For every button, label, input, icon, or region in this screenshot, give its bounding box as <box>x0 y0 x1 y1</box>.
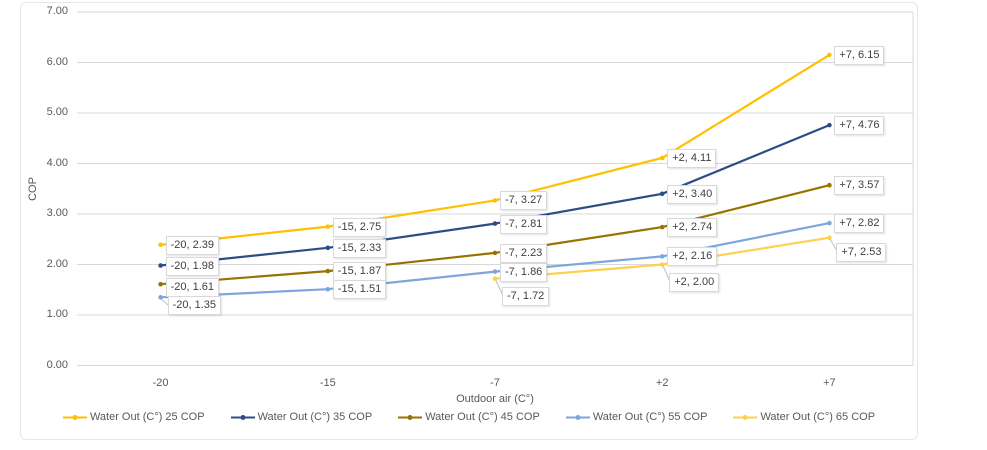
x-tick-label: +7 <box>823 377 836 389</box>
data-label: -7, 2.81 <box>500 214 548 234</box>
y-tick-label: 4.00 <box>46 156 68 169</box>
x-tick-label: +2 <box>655 377 669 389</box>
data-label: +2, 2.16 <box>667 247 718 267</box>
legend: Water Out (C°) 25 COP Water Out (C°) 35 C… <box>20 411 918 423</box>
data-label: -20, 2.39 <box>165 235 220 255</box>
data-label: -7, 1.86 <box>500 262 548 282</box>
legend-marker-icon <box>565 414 590 420</box>
data-label: -20, 1.35 <box>167 296 222 316</box>
data-label: +2, 2.74 <box>667 218 718 238</box>
legend-marker-icon <box>733 414 758 420</box>
legend-item-label: Water Out (C°) 45 COP <box>425 411 540 423</box>
data-label: -7, 1.72 <box>502 286 550 306</box>
data-label: -15, 1.87 <box>332 262 387 282</box>
y-tick-label: 5.00 <box>46 106 68 118</box>
legend-item-label: Water Out (C°) 25 COP <box>89 411 205 423</box>
data-label: +7, 6.15 <box>834 45 885 65</box>
legend-item-4[interactable]: Water Out (C°) 65 COP <box>733 411 875 423</box>
x-tick-label: -20 <box>152 377 169 389</box>
data-label: -15, 2.33 <box>332 238 387 258</box>
x-axis-title: Outdoor air (C°) <box>456 393 534 405</box>
data-label: -15, 2.75 <box>332 217 387 237</box>
y-tick-label: 0.00 <box>46 358 68 371</box>
legend-item-label: Water Out (C°) 35 COP <box>257 411 373 423</box>
legend-item-2[interactable]: Water Out (C°) 45 COP <box>398 411 540 423</box>
legend-item-1[interactable]: Water Out (C°) 35 COP <box>230 411 373 423</box>
data-label: -7, 3.27 <box>500 191 548 211</box>
y-axis-title: COP <box>27 177 39 201</box>
data-label: +7, 4.76 <box>834 116 885 136</box>
y-tick-label: 7.00 <box>46 5 68 17</box>
y-tick-label: 1.00 <box>46 308 68 320</box>
data-label: -7, 2.23 <box>500 243 548 263</box>
y-tick-label: 3.00 <box>46 207 68 219</box>
x-tick-label: -7 <box>490 377 500 389</box>
legend-item-0[interactable]: Water Out (C°) 25 COP <box>62 411 205 423</box>
legend-marker-icon <box>62 414 87 420</box>
data-label: +7, 2.82 <box>834 214 885 234</box>
data-label: +2, 3.40 <box>667 184 718 204</box>
chart-container[interactable] <box>20 2 918 440</box>
data-label: +2, 4.11 <box>667 148 717 168</box>
legend-item-3[interactable]: Water Out (C°) 55 COP <box>565 411 708 423</box>
data-label: +7, 3.57 <box>834 176 885 196</box>
y-tick-label: 2.00 <box>46 257 68 270</box>
y-tick-label: 6.00 <box>46 55 68 68</box>
data-label: -20, 1.98 <box>165 256 220 276</box>
data-label: -20, 1.61 <box>165 278 220 298</box>
legend-item-label: Water Out (C°) 55 COP <box>592 411 708 423</box>
x-tick-label: -15 <box>319 377 336 389</box>
data-label: +2, 2.00 <box>669 272 720 292</box>
data-label: +7, 2.53 <box>836 242 887 262</box>
legend-marker-icon <box>398 414 423 420</box>
data-label: -15, 1.51 <box>332 280 387 300</box>
legend-marker-icon <box>230 414 255 420</box>
legend-item-label: Water Out (C°) 65 COP <box>760 411 876 423</box>
